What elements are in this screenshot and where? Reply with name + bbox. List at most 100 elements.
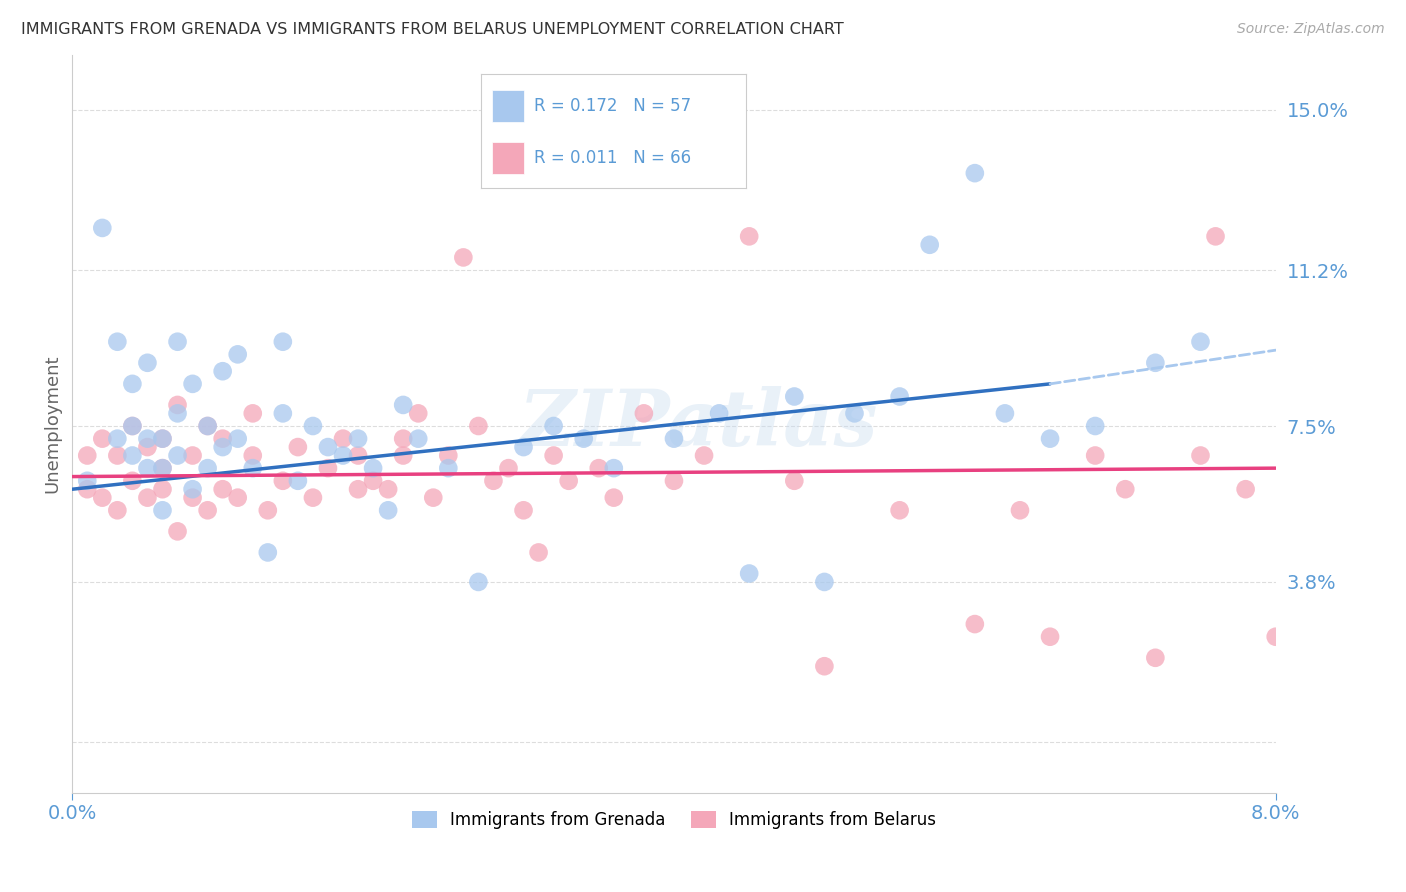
Point <box>302 419 325 434</box>
Point <box>662 432 685 446</box>
Point <box>316 440 339 454</box>
Point <box>918 237 941 252</box>
Point <box>136 440 159 454</box>
Point <box>392 432 415 446</box>
Point <box>603 461 626 475</box>
Point <box>242 449 264 463</box>
Point <box>197 503 219 517</box>
Point <box>1264 630 1286 644</box>
Point <box>76 474 98 488</box>
Point <box>707 406 730 420</box>
Point <box>1205 229 1227 244</box>
Point <box>994 406 1017 420</box>
Point <box>211 432 233 446</box>
Point <box>603 491 626 505</box>
Point <box>498 461 520 475</box>
Point <box>377 503 399 517</box>
Point <box>361 474 384 488</box>
Point <box>1039 432 1062 446</box>
Point <box>91 491 114 505</box>
Point <box>889 503 911 517</box>
Point <box>121 449 143 463</box>
Point <box>332 449 354 463</box>
Point <box>963 166 986 180</box>
Text: IMMIGRANTS FROM GRENADA VS IMMIGRANTS FROM BELARUS UNEMPLOYMENT CORRELATION CHAR: IMMIGRANTS FROM GRENADA VS IMMIGRANTS FR… <box>21 22 844 37</box>
Point <box>152 432 174 446</box>
Point <box>136 432 159 446</box>
Point <box>662 474 685 488</box>
Point <box>76 482 98 496</box>
Point <box>1144 650 1167 665</box>
Point <box>783 474 806 488</box>
Point <box>136 461 159 475</box>
Text: Source: ZipAtlas.com: Source: ZipAtlas.com <box>1237 22 1385 37</box>
Point <box>181 491 204 505</box>
Point <box>121 419 143 434</box>
Point <box>572 432 595 446</box>
Point <box>963 617 986 632</box>
Point <box>287 440 309 454</box>
Point <box>783 390 806 404</box>
Point <box>633 406 655 420</box>
Point <box>347 449 370 463</box>
Point <box>242 461 264 475</box>
Point <box>392 398 415 412</box>
Point <box>437 449 460 463</box>
Point <box>1189 334 1212 349</box>
Point <box>91 432 114 446</box>
Point <box>302 491 325 505</box>
Point <box>166 524 188 539</box>
Point <box>166 334 188 349</box>
Point <box>361 461 384 475</box>
Point <box>271 474 294 488</box>
Point <box>422 491 444 505</box>
Point <box>166 449 188 463</box>
Point <box>347 432 370 446</box>
Point <box>152 503 174 517</box>
Point <box>197 419 219 434</box>
Legend: Immigrants from Grenada, Immigrants from Belarus: Immigrants from Grenada, Immigrants from… <box>405 805 942 836</box>
Point <box>512 503 534 517</box>
Point <box>121 474 143 488</box>
Point <box>181 449 204 463</box>
Point <box>105 334 128 349</box>
Point <box>543 449 565 463</box>
Point <box>271 406 294 420</box>
Point <box>1039 630 1062 644</box>
Point <box>482 474 505 488</box>
Point <box>588 461 610 475</box>
Point <box>738 229 761 244</box>
Point <box>377 482 399 496</box>
Point <box>271 334 294 349</box>
Point <box>152 482 174 496</box>
Point <box>152 461 174 475</box>
Point <box>1189 449 1212 463</box>
Point <box>813 574 835 589</box>
Point <box>76 449 98 463</box>
Point <box>316 461 339 475</box>
Point <box>105 432 128 446</box>
Point <box>813 659 835 673</box>
Point <box>1144 356 1167 370</box>
Point <box>197 419 219 434</box>
Point <box>406 406 429 420</box>
Point <box>242 406 264 420</box>
Point <box>467 574 489 589</box>
Point <box>437 461 460 475</box>
Point <box>1008 503 1031 517</box>
Point <box>226 347 249 361</box>
Point <box>467 419 489 434</box>
Point <box>181 482 204 496</box>
Point <box>211 482 233 496</box>
Point <box>197 461 219 475</box>
Point <box>557 474 579 488</box>
Point <box>844 406 866 420</box>
Point <box>152 461 174 475</box>
Text: ZIPatlas: ZIPatlas <box>519 385 877 462</box>
Point <box>889 390 911 404</box>
Point <box>105 503 128 517</box>
Point <box>1084 419 1107 434</box>
Point <box>226 491 249 505</box>
Point <box>406 432 429 446</box>
Point <box>136 356 159 370</box>
